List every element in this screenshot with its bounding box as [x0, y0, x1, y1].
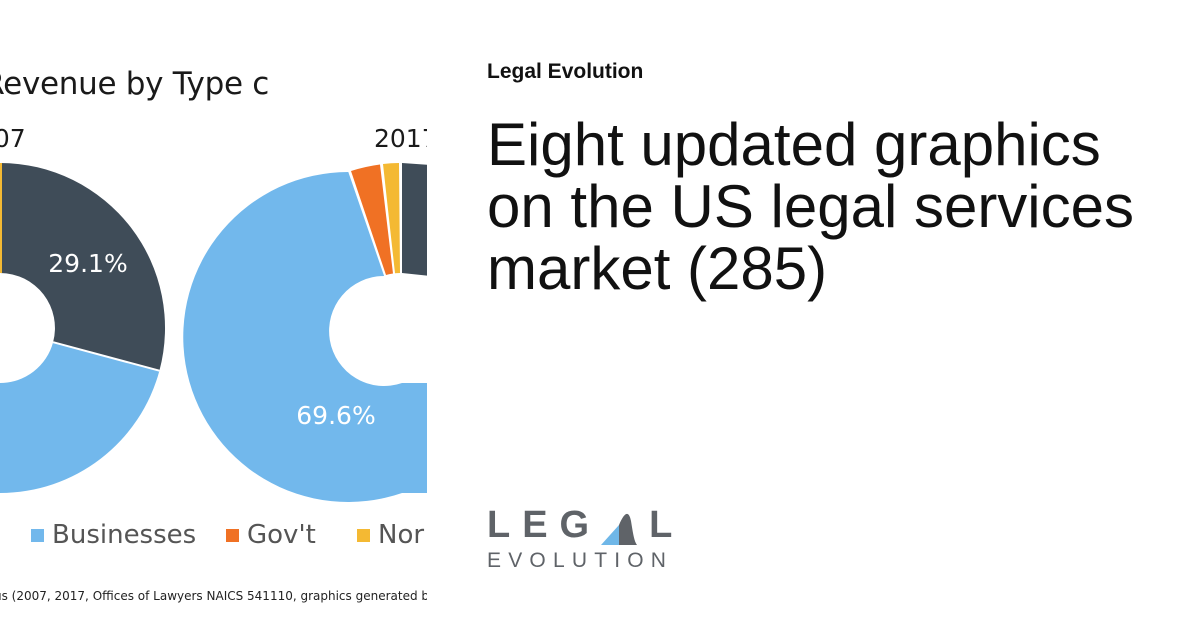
legend-item-nonprofits: Nor	[357, 520, 424, 550]
donut-charts: 29.1% 69.6%	[0, 163, 427, 502]
chart-image-panel: w Office Revenue by Type c 007 2017 29.1…	[0, 0, 427, 630]
legend-item-businesses: Businesses	[31, 520, 196, 550]
slice-2017-nonprofits	[383, 163, 400, 274]
chart-source-note: us (2007, 2017, Offices of Lawyers NAICS…	[0, 589, 427, 603]
slice-2007-businesses	[0, 342, 160, 493]
slice-2017-businesses	[183, 172, 402, 502]
logo-wordmark-top: LEG L	[487, 505, 673, 545]
label-2007-individuals: 29.1%	[48, 249, 127, 278]
post-title: Eight updated graphics on the US legal s…	[487, 111, 1134, 302]
site-name: Legal Evolution	[487, 60, 644, 83]
legend-swatch-govt	[226, 528, 239, 542]
legend-swatch-businesses	[31, 528, 44, 542]
slice-2017-govt	[351, 164, 393, 275]
logo-text-leg: LEG	[487, 504, 602, 546]
legend-label-businesses: Businesses	[52, 520, 197, 550]
label-2017-businesses: 69.6%	[296, 401, 375, 430]
logo-a-mountain-icon	[601, 511, 638, 545]
legend-swatch-nonprofits	[357, 528, 370, 542]
year-label-2007: 007	[0, 124, 26, 153]
legend-label-govt: Gov't	[247, 520, 316, 550]
logo-wordmark-bottom: EVOLUTION	[487, 549, 674, 572]
legend-item-govt: Gov't	[226, 520, 316, 550]
logo-text-l: L	[649, 504, 673, 546]
legal-evolution-logo: LEG L EVOLUTION	[487, 505, 673, 573]
donut-2017: 69.6%	[183, 163, 427, 502]
year-label-2017: 2017	[374, 124, 427, 153]
donut-2007: 29.1%	[0, 163, 166, 493]
slice-2007-individuals	[0, 163, 166, 371]
slice-2017-individuals	[402, 163, 427, 276]
legend-label-nonprofits: Nor	[378, 520, 425, 550]
chart-title: w Office Revenue by Type c	[0, 66, 270, 102]
